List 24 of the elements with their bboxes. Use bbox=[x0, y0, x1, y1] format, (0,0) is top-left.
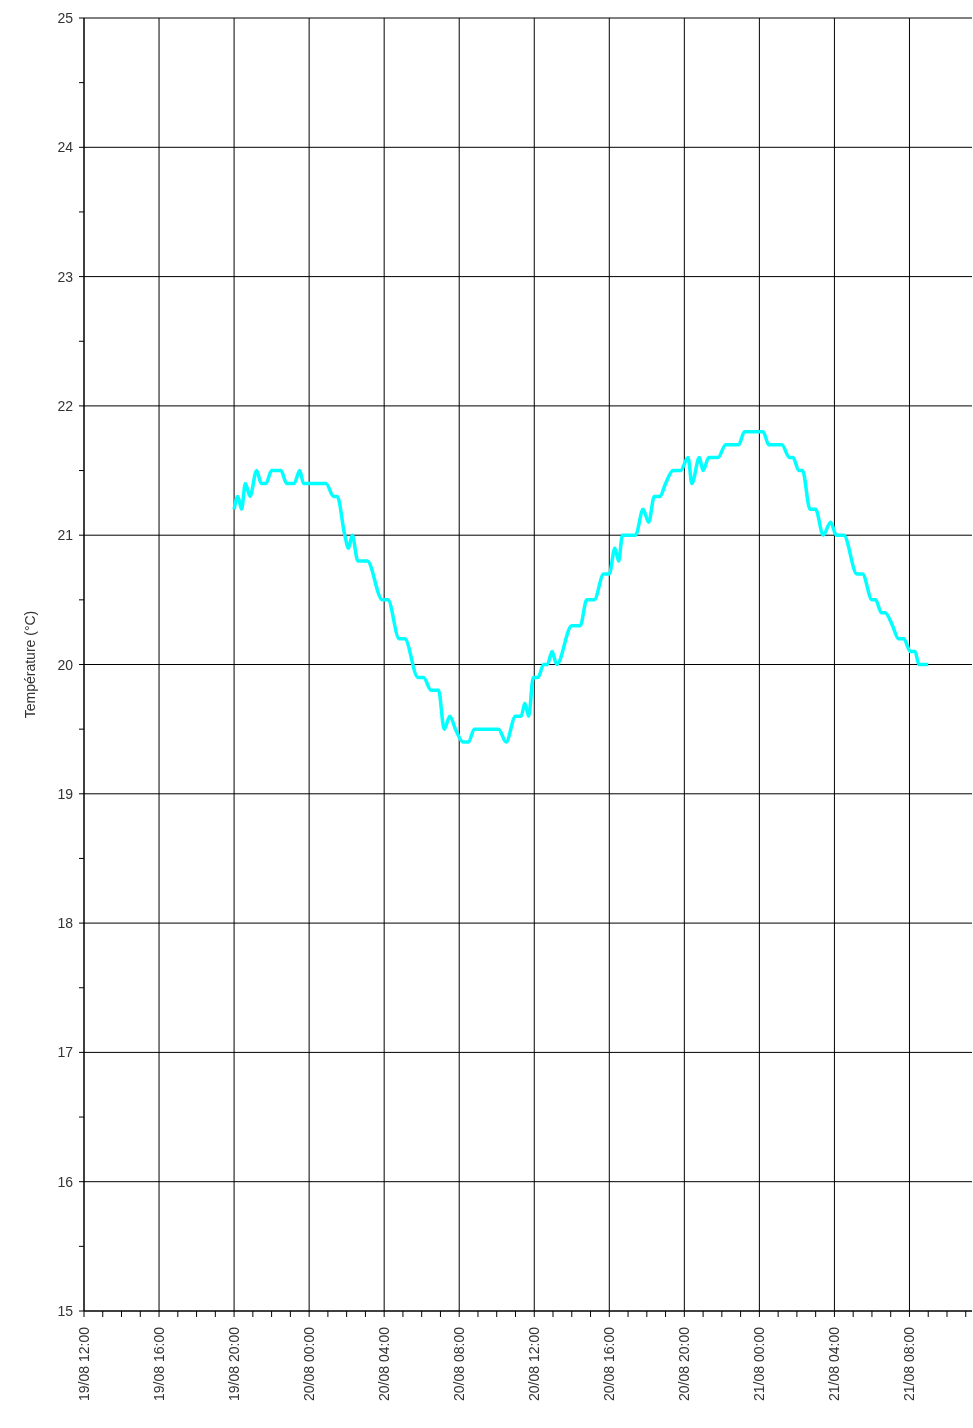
x-tick-label: 20/08 04:00 bbox=[376, 1326, 393, 1401]
y-tick-label: 24 bbox=[57, 139, 74, 156]
x-tick-label: 20/08 00:00 bbox=[301, 1326, 318, 1401]
x-tick-label: 21/08 08:00 bbox=[901, 1326, 918, 1401]
y-tick-label: 20 bbox=[57, 656, 74, 673]
y-tick-label: 16 bbox=[57, 1173, 74, 1190]
y-tick-label: 22 bbox=[57, 397, 74, 414]
y-tick-label: 15 bbox=[57, 1303, 74, 1319]
x-tick-label: 20/08 20:00 bbox=[676, 1326, 693, 1401]
x-tick-label: 21/08 00:00 bbox=[751, 1326, 768, 1401]
x-tick-label: 19/08 12:00 bbox=[76, 1326, 92, 1401]
x-tick-label: 20/08 08:00 bbox=[451, 1326, 468, 1401]
y-tick-label: 21 bbox=[57, 527, 74, 544]
y-tick-label: 23 bbox=[57, 268, 74, 285]
y-tick-label: 18 bbox=[57, 915, 74, 932]
y-tick-label: 25 bbox=[57, 10, 74, 26]
x-tick-label: 19/08 16:00 bbox=[151, 1326, 168, 1401]
x-tick-label: 19/08 20:00 bbox=[226, 1326, 243, 1401]
x-tick-label: 20/08 12:00 bbox=[526, 1326, 543, 1401]
x-tick-label: 20/08 16:00 bbox=[601, 1326, 618, 1401]
y-axis-title: Température (°C) bbox=[22, 610, 38, 719]
x-tick-label: 21/08 04:00 bbox=[826, 1326, 843, 1401]
y-tick-label: 17 bbox=[57, 1044, 74, 1061]
y-tick-label: 19 bbox=[57, 785, 74, 802]
